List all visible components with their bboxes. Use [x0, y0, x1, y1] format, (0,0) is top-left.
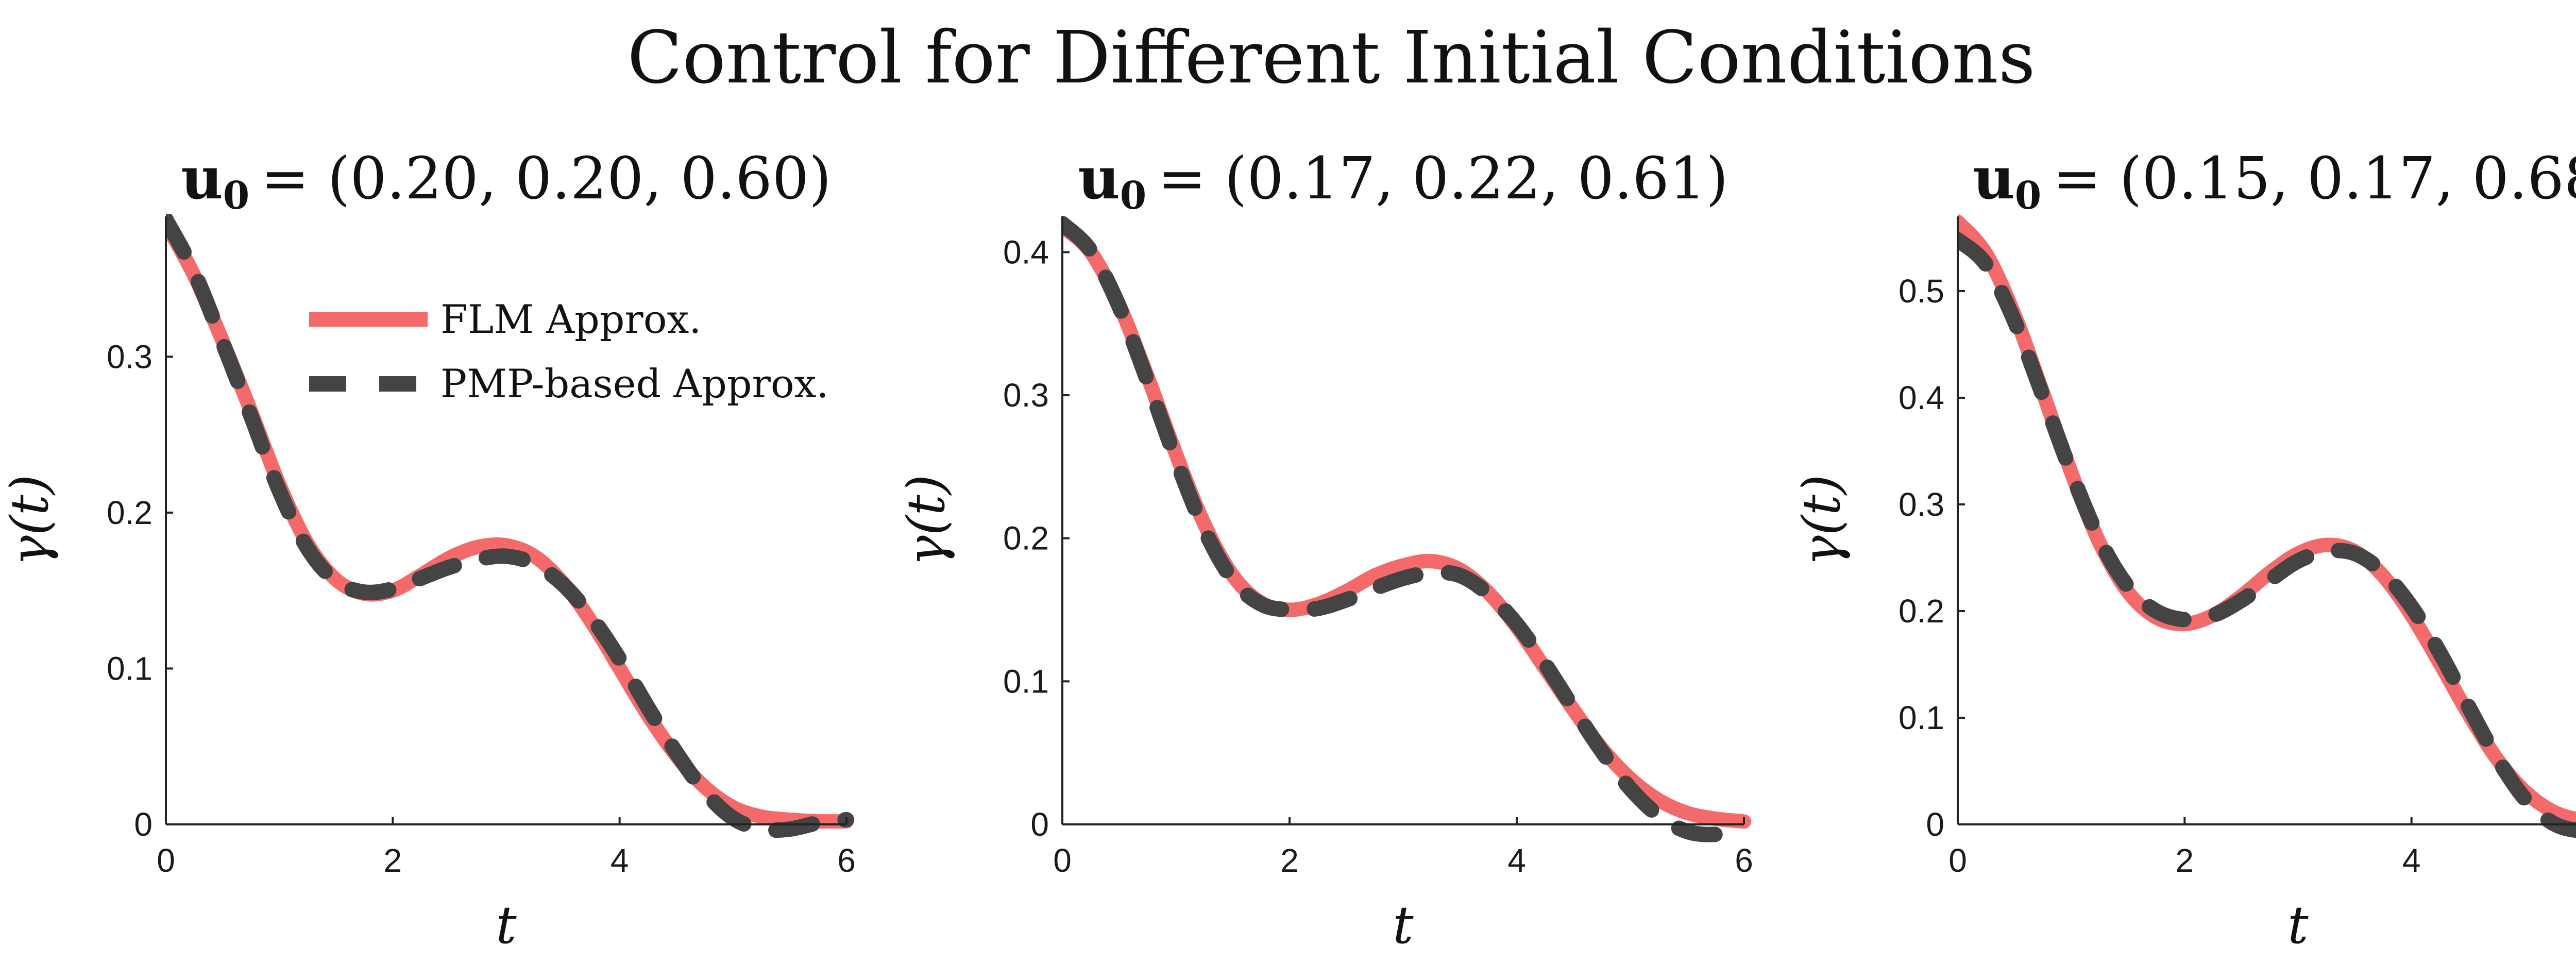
y-tick-label: 0.3	[1003, 377, 1049, 414]
panel-title-subscript: 0	[1120, 174, 1147, 218]
x-tick-label: 2	[1280, 842, 1299, 879]
panel-title-vector: u	[1973, 145, 2014, 212]
y-tick-label: 0.4	[1899, 379, 1944, 416]
x-tick-label: 4	[2402, 842, 2421, 879]
figure-title: Control for Different Initial Conditions	[627, 16, 2035, 100]
y-tick-label: 0.1	[1003, 663, 1049, 700]
panel-title-subscript: 0	[223, 174, 250, 218]
x-tick-label: 0	[1053, 842, 1072, 879]
x-tick-label: 6	[1735, 842, 1753, 879]
x-tick-label: 2	[2176, 842, 2194, 879]
x-axis-label: t	[2287, 895, 2309, 955]
legend-flm-label: FLM Approx.	[440, 296, 701, 342]
panel-title-subscript: 0	[2015, 174, 2042, 218]
x-tick-label: 4	[1507, 842, 1526, 879]
y-tick-label: 0.3	[1899, 486, 1944, 523]
panels: 0 2 4 600.10.20.3u0 = (0.20, 0.20, 0.60)tγ(t…	[0, 145, 2576, 955]
y-tick-label: 0.3	[107, 338, 152, 375]
y-tick-label: 0	[1030, 806, 1049, 843]
panel-title-vector: u	[1078, 145, 1120, 212]
y-tick-label: 0.2	[1899, 593, 1944, 630]
x-tick-label: 2	[384, 842, 402, 879]
pmp-series-line	[166, 214, 854, 838]
panel-title-vector: u	[181, 145, 223, 212]
x-axis-label: t	[496, 895, 517, 955]
legend-pmp-label: PMP-based Approx.	[440, 361, 829, 407]
y-tick-label: 0.4	[1003, 233, 1049, 271]
panel-title: u0 = (0.20, 0.20, 0.60)	[181, 145, 831, 218]
chart-panel-1: 0 2 4 600.10.20.3u0 = (0.20, 0.20, 0.60)tγ(t…	[0, 145, 856, 955]
y-tick-label: 0.1	[107, 650, 152, 687]
y-tick-label: 0	[1926, 806, 1944, 843]
pmp-series-line	[1958, 232, 2576, 838]
y-tick-label: 0	[134, 806, 152, 843]
x-tick-label: 0	[157, 842, 175, 879]
panel-title-values: = (0.17, 0.22, 0.61)	[1158, 145, 1728, 212]
y-axis-label: γ(t)	[0, 475, 60, 566]
panel-title-values: = (0.20, 0.20, 0.60)	[261, 145, 831, 212]
y-tick-label: 0.1	[1899, 699, 1944, 736]
pmp-series-line	[1062, 215, 1752, 842]
y-tick-label: 0.5	[1899, 273, 1944, 310]
panel-title: u0 = (0.15, 0.17, 0.68)	[1973, 145, 2576, 218]
panel-title: u0 = (0.17, 0.22, 0.61)	[1078, 145, 1728, 218]
y-axis-label: γ(t)	[1791, 475, 1852, 566]
y-tick-label: 0.2	[1003, 520, 1049, 557]
y-tick-label: 0.2	[107, 494, 152, 531]
chart-panel-2: 0 2 4 600.10.20.30.4u0 = (0.17, 0.22, 0.61)t…	[896, 145, 1753, 955]
x-tick-label: 6	[837, 842, 856, 879]
x-axis-label: t	[1393, 895, 1414, 955]
panel-title-values: = (0.15, 0.17, 0.68)	[2053, 145, 2576, 212]
legend: FLM Approx. PMP-based Approx.	[309, 296, 829, 407]
x-tick-label: 0	[1948, 842, 1967, 879]
y-axis-label: γ(t)	[896, 475, 956, 566]
x-tick-label: 4	[611, 842, 629, 879]
